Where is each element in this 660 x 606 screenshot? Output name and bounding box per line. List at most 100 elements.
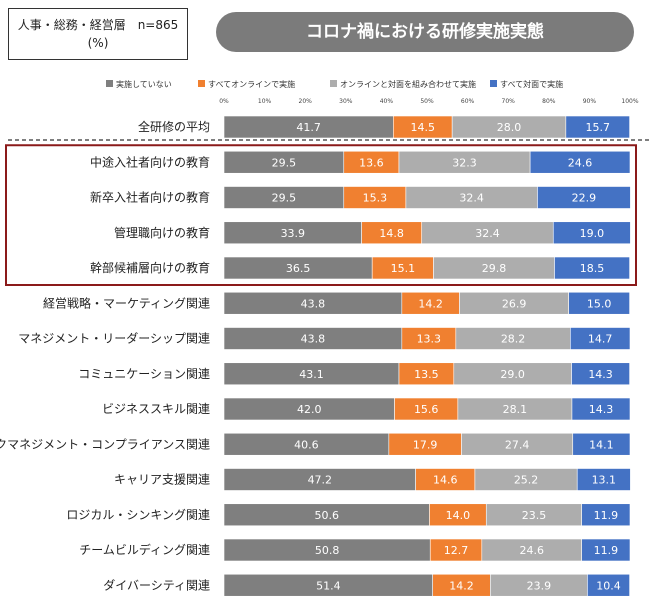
value-label: 23.5: [522, 509, 547, 522]
bar-segment: [529, 150, 631, 174]
value-label: 15.0: [587, 297, 612, 310]
value-label: 13.3: [417, 333, 442, 346]
value-label: 50.8: [315, 544, 340, 557]
bar-segment: [537, 186, 631, 209]
value-label: 36.5: [286, 262, 311, 275]
value-label: 33.9: [281, 227, 306, 240]
value-label: 43.1: [299, 368, 324, 381]
category-label: コミュニケーション関連: [78, 367, 210, 381]
value-label: 14.7: [588, 333, 613, 346]
value-label: 51.4: [316, 579, 341, 592]
legend-label-1: すべてオンラインで実施: [208, 79, 295, 89]
category-label: 経営戦略・マーケティング関連: [43, 295, 210, 310]
value-label: 14.8: [379, 227, 404, 240]
value-label: 28.2: [501, 333, 526, 346]
value-label: 26.9: [502, 297, 527, 310]
value-label: 29.5: [272, 156, 297, 169]
value-label: 41.7: [296, 121, 321, 134]
bar-segment: [587, 573, 630, 597]
bar-segment: [568, 291, 630, 315]
x-tick-label: 20%: [299, 98, 313, 105]
unit-label: (%): [87, 36, 109, 50]
category-label: キャリア支援関連: [114, 473, 210, 487]
x-tick-label: 10%: [258, 98, 272, 105]
bar-segment: [581, 503, 631, 527]
legend-label-0: 実施していない: [116, 79, 172, 89]
value-label: 43.8: [301, 333, 326, 346]
value-label: 10.4: [596, 579, 621, 592]
value-label: 12.7: [444, 544, 469, 557]
value-label: 15.7: [585, 121, 610, 134]
value-label: 18.5: [580, 262, 605, 275]
value-label: 17.9: [413, 438, 438, 451]
value-label: 40.6: [294, 438, 319, 451]
category-label: マネジメント・リーダーシップ関連: [18, 331, 210, 346]
value-label: 19.0: [580, 227, 605, 240]
value-label: 11.9: [594, 509, 619, 522]
value-label: 29.0: [500, 368, 525, 381]
value-label: 15.1: [391, 262, 416, 275]
x-tick-label: 30%: [339, 98, 353, 105]
x-tick-label: 80%: [542, 98, 556, 105]
sample-size-label: 人事・総務・経営層 n=865: [17, 18, 179, 32]
value-label: 42.0: [297, 403, 322, 416]
bar-segment: [571, 362, 630, 386]
x-tick-label: 40%: [380, 98, 394, 105]
value-label: 11.9: [594, 544, 619, 557]
x-tick-label: 50%: [420, 98, 434, 105]
legend-swatch-0: [106, 80, 113, 87]
value-label: 23.9: [527, 579, 552, 592]
category-label: 中途入社者向けの教育: [90, 154, 210, 169]
x-tick-label: 70%: [502, 98, 516, 105]
value-label: 43.8: [301, 297, 326, 310]
bar-segment: [570, 327, 631, 350]
category-label: ダイバーシティ関連: [103, 577, 210, 592]
category-label: リスクマネジメント・コンプライアンス関連: [0, 437, 210, 451]
bar-segment: [576, 468, 631, 491]
x-tick-label: 100%: [621, 98, 638, 105]
bar-segment: [581, 538, 631, 562]
value-label: 14.0: [446, 509, 471, 522]
value-label: 14.6: [433, 474, 458, 487]
value-label: 24.6: [568, 156, 593, 169]
value-label: 14.2: [418, 297, 443, 310]
bar-segment: [571, 397, 631, 421]
category-label: ビジネススキル関連: [102, 402, 210, 416]
category-label: 管理職向けの教育: [114, 225, 210, 240]
value-label: 13.6: [359, 156, 384, 169]
value-label: 25.2: [514, 474, 539, 487]
legend-label-3: すべて対面で実施: [500, 79, 563, 89]
value-label: 29.8: [482, 262, 507, 275]
value-label: 13.5: [414, 368, 439, 381]
highlight-box: [5, 144, 637, 286]
bar-segment: [554, 256, 630, 280]
sample-note: 人事・総務・経営層 n=865 (%): [8, 8, 188, 60]
value-label: 29.5: [272, 192, 297, 205]
legend-label-2: オンラインと対面を組み合わせて実施: [340, 79, 476, 89]
value-label: 32.4: [475, 227, 500, 240]
category-label: ロジカル・シンキング関連: [66, 508, 210, 522]
x-tick-label: 90%: [583, 98, 597, 105]
category-label: 新卒入社者向けの教育: [90, 190, 210, 205]
legend-swatch-2: [330, 80, 337, 87]
value-label: 14.3: [589, 403, 614, 416]
bar-segment: [565, 115, 630, 139]
legend-swatch-1: [198, 80, 205, 87]
value-label: 14.2: [449, 579, 474, 592]
value-label: 24.6: [519, 544, 544, 557]
x-tick-label: 0%: [219, 98, 229, 105]
value-label: 13.1: [592, 474, 617, 487]
value-label: 47.2: [308, 474, 333, 487]
value-label: 28.0: [497, 121, 522, 134]
bar-segment: [552, 221, 631, 245]
value-label: 50.6: [314, 509, 339, 522]
value-label: 27.4: [505, 438, 530, 451]
value-label: 15.3: [363, 192, 388, 205]
x-tick-label: 60%: [461, 98, 475, 105]
bar-segment: [572, 432, 631, 456]
value-label: 14.3: [588, 368, 613, 381]
value-label: 28.1: [503, 403, 528, 416]
category-label: 全研修の平均: [138, 119, 210, 134]
category-label: 幹部候補層向けの教育: [90, 260, 210, 275]
